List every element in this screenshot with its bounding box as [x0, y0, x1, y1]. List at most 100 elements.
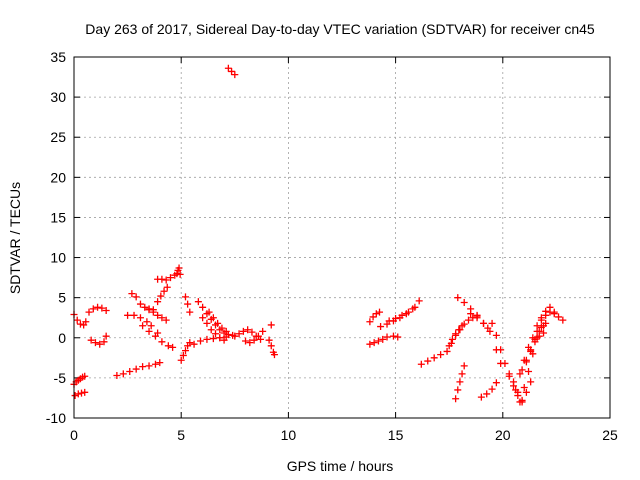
data-point	[522, 358, 530, 366]
data-point	[176, 270, 184, 278]
data-point	[460, 362, 468, 370]
series-arc-35	[477, 379, 500, 401]
data-point	[179, 351, 187, 359]
data-point	[102, 307, 110, 315]
data-point	[385, 317, 393, 325]
data-point	[231, 71, 239, 79]
data-point	[454, 386, 462, 394]
data-point	[497, 346, 505, 354]
data-point	[452, 331, 460, 339]
data-point	[102, 332, 110, 340]
data-point	[366, 318, 374, 326]
series-arc-40	[518, 322, 548, 374]
data-point	[376, 308, 384, 316]
data-point	[154, 298, 162, 306]
data-point	[136, 300, 144, 308]
data-point	[430, 354, 438, 362]
data-point	[151, 332, 159, 340]
series-arc-20	[224, 64, 239, 79]
data-point	[76, 320, 84, 328]
data-point	[443, 347, 451, 355]
y-tick-label: 35	[50, 49, 66, 65]
data-point	[158, 314, 166, 322]
data-point	[267, 321, 275, 329]
data-point	[71, 392, 79, 400]
data-point	[522, 388, 530, 396]
series-arc-7	[124, 311, 162, 337]
data-point	[394, 333, 402, 341]
data-point	[203, 335, 211, 343]
data-point	[184, 300, 192, 308]
grid-lines	[74, 57, 610, 418]
series-arc-1	[70, 311, 90, 329]
data-point	[533, 322, 541, 330]
data-point	[265, 336, 273, 344]
y-tick-label: 0	[58, 330, 66, 346]
series-arc-27	[377, 297, 423, 331]
x-axis-label: GPS time / hours	[287, 458, 394, 474]
data-point	[231, 332, 239, 340]
data-point	[149, 308, 157, 316]
y-tick-label: 30	[50, 89, 66, 105]
data-point	[162, 276, 170, 284]
data-point	[163, 283, 171, 291]
data-point	[512, 386, 520, 394]
data-point	[398, 311, 406, 319]
data-point	[250, 336, 258, 344]
series-arc-32	[452, 362, 468, 403]
data-point	[181, 293, 189, 301]
data-point	[454, 294, 462, 302]
series-arc-13	[173, 264, 184, 278]
data-point	[78, 389, 86, 397]
data-point	[96, 340, 104, 348]
data-point	[555, 313, 563, 321]
y-tick-label: 20	[50, 169, 66, 185]
data-point	[91, 339, 99, 347]
data-point	[81, 372, 89, 380]
data-point	[437, 351, 445, 359]
data-point	[160, 287, 168, 295]
data-point	[535, 332, 543, 340]
data-point	[177, 356, 185, 364]
data-point	[196, 337, 204, 345]
data-point	[224, 64, 232, 72]
data-point	[158, 338, 166, 346]
data-point	[366, 340, 374, 348]
data-point	[130, 311, 138, 319]
data-point	[377, 323, 385, 331]
x-tick-label: 10	[281, 427, 297, 443]
data-point	[527, 347, 535, 355]
data-point	[492, 331, 500, 339]
data-point	[220, 336, 228, 344]
data-point	[527, 378, 535, 386]
data-point	[492, 379, 500, 387]
data-point	[190, 340, 198, 348]
data-point	[151, 360, 159, 368]
series-arc-42	[533, 308, 567, 330]
data-point	[537, 314, 545, 322]
data-point	[510, 378, 518, 386]
data-point	[516, 370, 524, 378]
series-arc-31	[447, 312, 481, 347]
data-point	[169, 343, 177, 351]
data-point	[270, 351, 278, 359]
series-arc-8	[128, 290, 157, 314]
data-point	[254, 332, 262, 340]
data-point	[460, 320, 468, 328]
data-point	[488, 385, 496, 393]
data-point	[207, 326, 215, 334]
data-point	[480, 319, 488, 327]
series-arc-23	[265, 336, 278, 359]
data-point	[464, 316, 472, 324]
data-point	[417, 360, 425, 368]
data-point	[173, 270, 181, 278]
x-tick-label: 15	[388, 427, 404, 443]
data-point	[98, 304, 106, 312]
data-point	[141, 303, 149, 311]
data-point	[136, 314, 144, 322]
data-point	[214, 319, 222, 327]
data-point	[212, 330, 220, 338]
data-point	[113, 371, 121, 379]
data-point	[525, 367, 533, 375]
